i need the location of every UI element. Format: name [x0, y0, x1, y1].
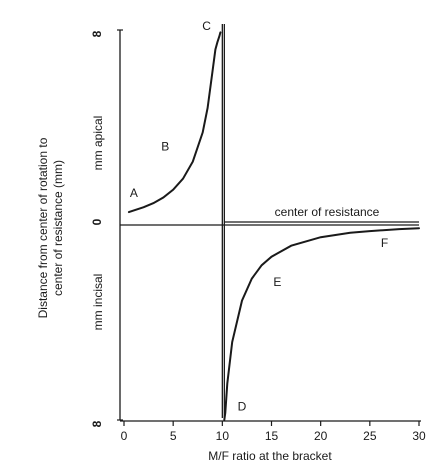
- point-label-e: E: [273, 275, 281, 289]
- curve-upper: [127, 31, 222, 214]
- y-axis-label-line2: center of resistance (mm): [51, 160, 65, 296]
- series-layer: [127, 31, 420, 421]
- x-tick-label: 0: [121, 429, 128, 443]
- reference-line-label: center of resistance: [275, 205, 380, 219]
- x-tick-label: 15: [265, 429, 279, 443]
- upper-axis-label: mm apical: [91, 116, 105, 171]
- point-label-d: D: [238, 399, 247, 413]
- x-tick-label: 25: [363, 429, 377, 443]
- axes-layer: 0 5 10 15 20 25 30: [117, 24, 426, 443]
- point-label-f: F: [381, 236, 388, 250]
- x-tick-label: 10: [216, 429, 230, 443]
- y-bottom-tick-label: 8: [90, 420, 104, 427]
- point-label-c: C: [202, 19, 211, 33]
- y-zero-tick-label: 0: [90, 218, 104, 225]
- x-tick-label: 5: [170, 429, 177, 443]
- y-axis-label-line1: Distance from center of rotation to: [36, 137, 50, 318]
- x-tick-label: 30: [412, 429, 426, 443]
- point-label-a: A: [130, 186, 138, 200]
- x-axis-label: M/F ratio at the bracket: [208, 449, 332, 463]
- x-tick-label: 20: [314, 429, 328, 443]
- curve-lower: [223, 227, 420, 421]
- annotation-layer: A B C D E F: [130, 19, 388, 413]
- point-label-b: B: [161, 140, 169, 154]
- y-top-tick-label: 8: [90, 30, 104, 37]
- lower-axis-label: mm incisal: [91, 274, 105, 331]
